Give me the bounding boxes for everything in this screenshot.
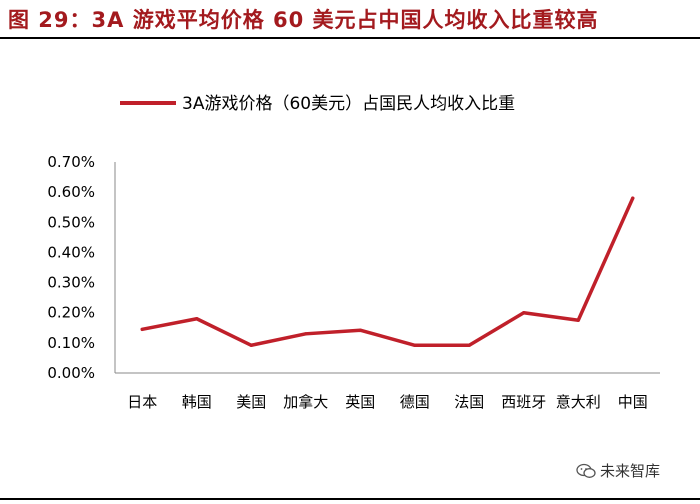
title-divider (0, 37, 700, 39)
y-tick-labels: 0.00% 0.10% 0.20% 0.30% 0.40% 0.50% 0.60% 0.70% (47, 153, 95, 382)
y-tick-label: 0.60% (47, 183, 95, 201)
data-point (140, 327, 144, 331)
data-point (631, 196, 635, 200)
y-tick-label: 0.20% (47, 304, 95, 322)
legend-label: 3A游戏价格（60美元）占国民人均收入比重 (182, 94, 515, 114)
wechat-icon (576, 463, 596, 478)
y-tick-label: 0.70% (47, 153, 95, 171)
x-tick-label: 中国 (618, 393, 648, 411)
x-tick-label: 美国 (236, 393, 266, 411)
y-tick-label: 0.00% (47, 364, 95, 382)
data-point (304, 332, 308, 336)
x-tick-label: 加拿大 (283, 393, 328, 411)
data-point (467, 343, 471, 347)
x-tick-label: 英国 (345, 393, 375, 411)
data-point (195, 317, 199, 321)
x-tick-label: 西班牙 (501, 393, 546, 411)
data-point (576, 318, 580, 322)
data-point (358, 328, 362, 332)
data-point (249, 343, 253, 347)
x-tick-label: 法国 (454, 393, 484, 411)
x-tick-label: 意大利 (556, 393, 601, 411)
figure-title: 图 29：3A 游戏平均价格 60 美元占中国人均收入比重较高 (8, 8, 599, 32)
y-tick-label: 0.50% (47, 213, 95, 231)
data-point (522, 311, 526, 315)
watermark: 未来智库 (576, 460, 660, 481)
watermark-text: 未来智库 (600, 462, 661, 480)
y-tick-label: 0.30% (47, 274, 95, 292)
x-tick-label: 日本 (127, 393, 157, 411)
data-point (413, 343, 417, 347)
y-tick-label: 0.40% (47, 243, 95, 261)
bottom-divider (0, 498, 700, 500)
y-tick-label: 0.10% (47, 334, 95, 352)
x-tick-label: 德国 (400, 393, 430, 411)
series-layer (140, 196, 635, 348)
chart-legend: 3A游戏价格（60美元）占国民人均收入比重 (120, 94, 515, 114)
x-tick-labels: 日本 韩国 美国 加拿大 英国 德国 法国 西班牙 意大利 中国 (127, 393, 648, 411)
series-line (140, 196, 635, 348)
x-tick-label: 韩国 (182, 393, 212, 411)
